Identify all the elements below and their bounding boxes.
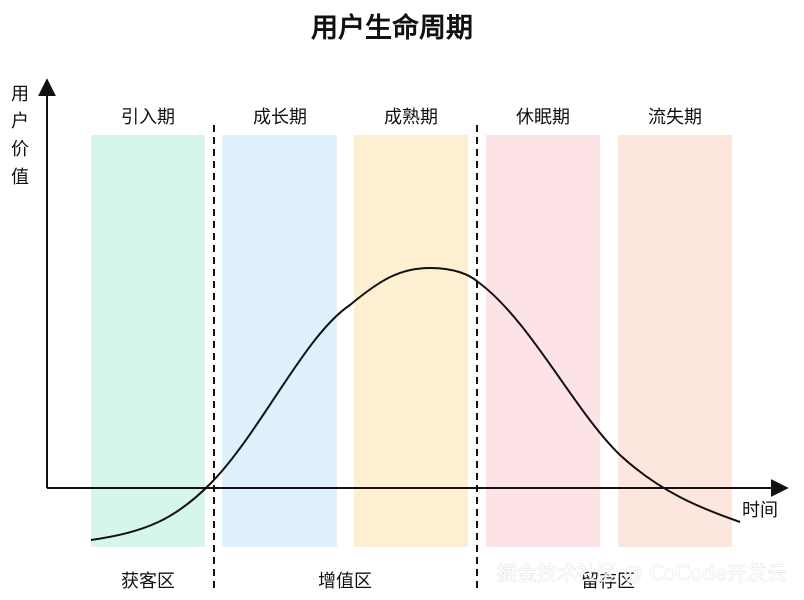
zone-label-retention: 留存区 xyxy=(581,571,635,592)
zone-labels: 获客区 增值区 留存区 xyxy=(121,571,635,592)
diagram-title: 用户生命周期 xyxy=(311,12,473,44)
phase-band-growth xyxy=(222,135,337,547)
zone-label-value-add: 增值区 xyxy=(318,571,372,592)
x-axis-label: 时间 xyxy=(742,500,778,521)
phase-label-mature: 成熟期 xyxy=(384,107,438,128)
phase-band-dormant xyxy=(486,135,600,547)
y-axis-label-char: 户 xyxy=(11,111,29,132)
phase-label-churn: 流失期 xyxy=(648,107,702,128)
y-axis-label-char: 价 xyxy=(11,139,29,160)
phase-label-dormant: 休眠期 xyxy=(516,107,570,128)
user-value-curve xyxy=(90,266,741,541)
zone-label-acquisition: 获客区 xyxy=(121,571,175,592)
phase-band-intro xyxy=(91,135,205,547)
phase-label-growth: 成长期 xyxy=(253,107,307,128)
phase-band-mature xyxy=(354,135,468,547)
phase-labels: 引入期 成长期 成熟期 休眠期 流失期 xyxy=(121,107,702,128)
y-axis-label-char: 值 xyxy=(11,167,29,188)
phase-label-intro: 引入期 xyxy=(121,107,175,128)
phase-band-churn xyxy=(618,135,732,547)
y-axis-label-char: 用 xyxy=(11,84,29,105)
phase-bands xyxy=(91,135,732,547)
watermark: 掘金技术社区 @ CoCode开发云 xyxy=(497,561,787,585)
y-axis-label: 用 户 价 值 xyxy=(11,84,29,188)
